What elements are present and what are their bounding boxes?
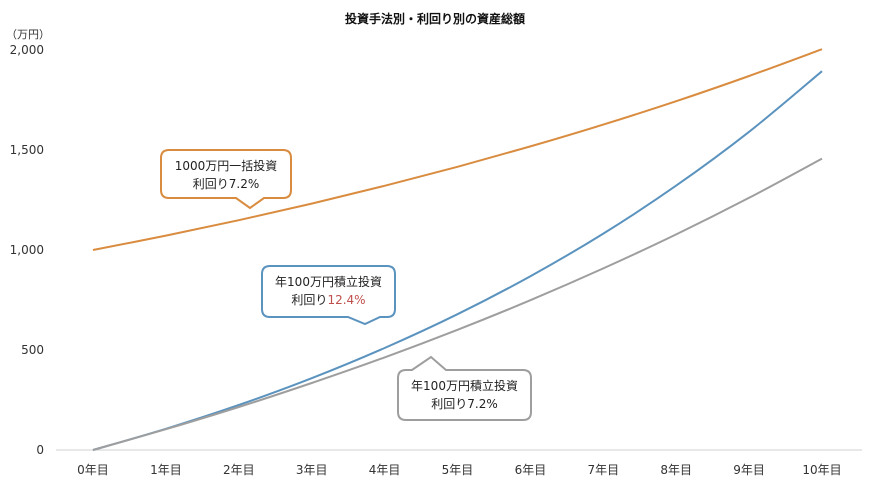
callout-line1: 年100万円積立投資 [275,274,382,289]
x-tick-label: 3年目 [296,463,328,477]
y-tick-label: 0 [36,443,44,457]
x-tick-label: 9年目 [733,463,765,477]
callout-line2: 利回り7.2% [431,397,498,411]
x-tick-label: 10年目 [802,463,841,477]
x-tick-label: 4年目 [369,463,401,477]
chart-title: 投資手法別・利回り別の資産総額 [345,11,525,26]
x-tick-label: 1年目 [150,463,182,477]
callouts: 1000万円一括投資利回り7.2%年100万円積立投資利回り12.4%年100万… [160,149,532,421]
callout-rate: 12.4% [327,293,365,307]
series-line-2 [92,70,823,451]
series-line-3 [92,157,823,451]
y-tick-label: 1,000 [10,243,44,257]
y-tick-label: 1,500 [10,143,44,157]
callout-line2: 利回り7.2% [193,177,260,191]
x-tick-label: 6年目 [515,463,547,477]
x-tick-label: 0年目 [77,463,109,477]
x-tick-label: 2年目 [223,463,255,477]
callout-rate: 7.2% [229,177,260,191]
callout-bubble [397,355,532,421]
series-line-1 [92,48,823,251]
callout-label: 利回り [193,177,229,191]
x-tick-label: 8年目 [660,463,692,477]
y-tick-label: 2,000 [10,43,44,57]
series-lines [92,48,823,451]
callout-label: 利回り [431,397,467,411]
callout-line1: 年100万円積立投資 [411,378,518,393]
y-axis-ticks: 0 500 1,000 1,500 2,000 [10,43,44,457]
y-axis-unit: （万円） [6,28,50,41]
y-tick-label: 500 [21,343,44,357]
callout-bubble [160,149,292,210]
x-tick-label: 7年目 [587,463,619,477]
callout-bubble [261,265,396,326]
callout-line1: 1000万円一括投資 [175,158,278,173]
callout-rate: 7.2% [467,397,498,411]
callout-line2: 利回り12.4% [291,293,365,307]
x-tick-label: 5年目 [442,463,474,477]
x-axis-ticks: 0年目 1年目 2年目 3年目 4年目 5年目 6年目 7年目 8年目 9年目 10年目 [77,463,841,477]
callout-label: 利回り [291,293,327,307]
